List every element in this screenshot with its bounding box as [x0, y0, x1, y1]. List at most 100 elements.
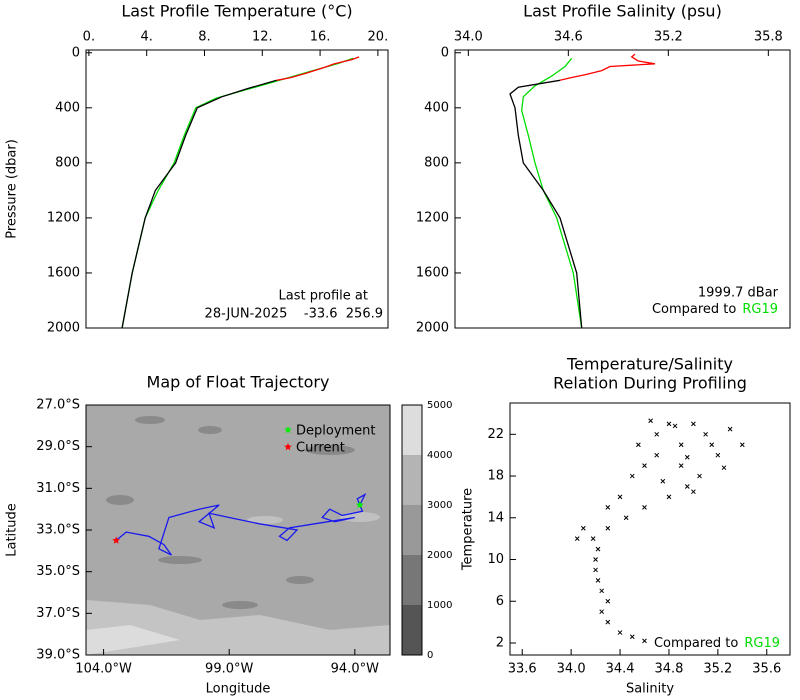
- annotation-text: Compared to: [652, 302, 736, 317]
- colorbar-band: [402, 605, 422, 655]
- profile-line: [521, 57, 583, 329]
- colorbar-band: [402, 555, 422, 605]
- ts-point: [739, 442, 745, 448]
- annotation: Compared to RG19: [654, 636, 780, 651]
- ts-point: [595, 546, 601, 552]
- ts-point: [599, 588, 605, 594]
- ts-point: [599, 609, 605, 615]
- x-tick-label: 104.0°W: [75, 662, 132, 677]
- ts-point: [648, 418, 653, 424]
- y-tick-label: 2: [496, 636, 504, 651]
- ts-point: [709, 442, 715, 448]
- y-tick-label: 2000: [47, 321, 80, 336]
- ts-point: [654, 452, 660, 458]
- ts-point: [629, 473, 635, 479]
- ts-point: [629, 634, 635, 640]
- ts-point: [617, 494, 623, 500]
- ts-point: [691, 489, 696, 495]
- x-tick-label: 35.6: [752, 662, 781, 677]
- ts-point: [595, 578, 601, 583]
- ts-point: [727, 426, 733, 432]
- current-marker: [112, 536, 120, 544]
- ts-point: [666, 494, 672, 500]
- annotation: Last profile at: [279, 289, 368, 304]
- ts-point: [672, 423, 678, 429]
- colorbar-label: 5000: [427, 400, 452, 411]
- y-tick-label: 2000: [416, 321, 449, 336]
- x-tick-label: 35.8: [754, 30, 783, 45]
- x-tick-label: 99.0°W: [205, 662, 253, 677]
- x-axis-label: Salinity: [626, 682, 674, 697]
- x-tick-label: 34.4: [606, 662, 635, 677]
- x-tick-label: 34.6: [554, 30, 583, 45]
- y-tick-label: 35.0°S: [36, 564, 80, 579]
- ts-point: [593, 567, 598, 573]
- y-tick-label: 1200: [47, 210, 80, 225]
- y-tick-label: 1600: [47, 265, 80, 280]
- y-tick-label: 33.0°S: [36, 523, 80, 538]
- chart-title: Map of Float Trajectory: [147, 373, 330, 392]
- legend-label: Current: [296, 441, 345, 456]
- ts-point: [684, 484, 690, 489]
- x-tick-label: 94.0°W: [331, 662, 379, 677]
- y-tick-label: 18: [487, 469, 504, 484]
- map-background: [86, 405, 390, 655]
- colorbar-label: 0: [427, 650, 433, 661]
- y-tick-label: 400: [424, 100, 449, 115]
- y-tick-label: 22: [487, 427, 504, 442]
- ts-point: [721, 465, 727, 471]
- y-tick-label: 14: [487, 510, 504, 525]
- ts-point: [678, 463, 684, 468]
- plot-frame: [509, 402, 791, 656]
- y-tick-label: 6: [496, 594, 504, 609]
- y-tick-label: 31.0°S: [36, 481, 80, 496]
- ts-point: [642, 504, 647, 510]
- ts-point: [691, 421, 696, 427]
- ts-point: [684, 454, 690, 460]
- profile-line: [276, 56, 360, 81]
- y-tick-label: 1600: [416, 265, 449, 280]
- colorbar-label: 2000: [427, 550, 452, 561]
- profile-line: [559, 53, 656, 81]
- x-tick-label: 8.: [198, 30, 210, 45]
- y-tick-label: 800: [55, 155, 80, 170]
- x-axis-label: Longitude: [206, 682, 271, 697]
- plot-frame: [85, 404, 391, 656]
- ts-point: [642, 463, 647, 468]
- y-tick-label: 29.0°S: [36, 439, 80, 454]
- y-axis-label: Pressure (dbar): [5, 139, 20, 239]
- ts-point: [623, 515, 629, 521]
- x-tick-label: 12.: [252, 30, 273, 45]
- ts-point: [593, 557, 598, 562]
- y-tick-label: 0: [441, 45, 449, 60]
- ts-point: [581, 525, 586, 531]
- annotation-text: Compared to: [654, 636, 738, 651]
- ts-point: [703, 431, 708, 437]
- x-tick-label: 35.2: [703, 662, 732, 677]
- x-tick-label: 33.6: [508, 662, 537, 677]
- colorbar-label: 3000: [427, 500, 452, 511]
- chart-title: Temperature/Salinity: [566, 355, 733, 374]
- y-tick-label: 10: [487, 552, 504, 567]
- y-tick-label: 27.0°S: [36, 398, 80, 413]
- ts-point: [617, 630, 623, 635]
- ts-point: [636, 442, 641, 448]
- y-tick-label: 39.0°S: [36, 648, 80, 663]
- x-tick-label: 34.0: [557, 662, 586, 677]
- ts-point: [697, 473, 702, 479]
- ts-point: [605, 619, 611, 625]
- chart-title: Last Profile Salinity (psu): [523, 2, 722, 21]
- plot-frame: [85, 49, 389, 329]
- y-tick-label: 800: [424, 155, 449, 170]
- annotation: 28-JUN-2025 -33.6 256.9: [205, 307, 383, 322]
- ts-point: [715, 452, 721, 458]
- ts-point: [605, 504, 611, 510]
- y-tick-label: 37.0°S: [36, 606, 80, 621]
- ts-point: [642, 638, 647, 644]
- legend-marker: [284, 443, 292, 451]
- x-tick-label: 34.0: [454, 30, 483, 45]
- x-tick-label: 4.: [140, 30, 152, 45]
- ts-point: [574, 536, 580, 542]
- ts-point: [590, 536, 596, 542]
